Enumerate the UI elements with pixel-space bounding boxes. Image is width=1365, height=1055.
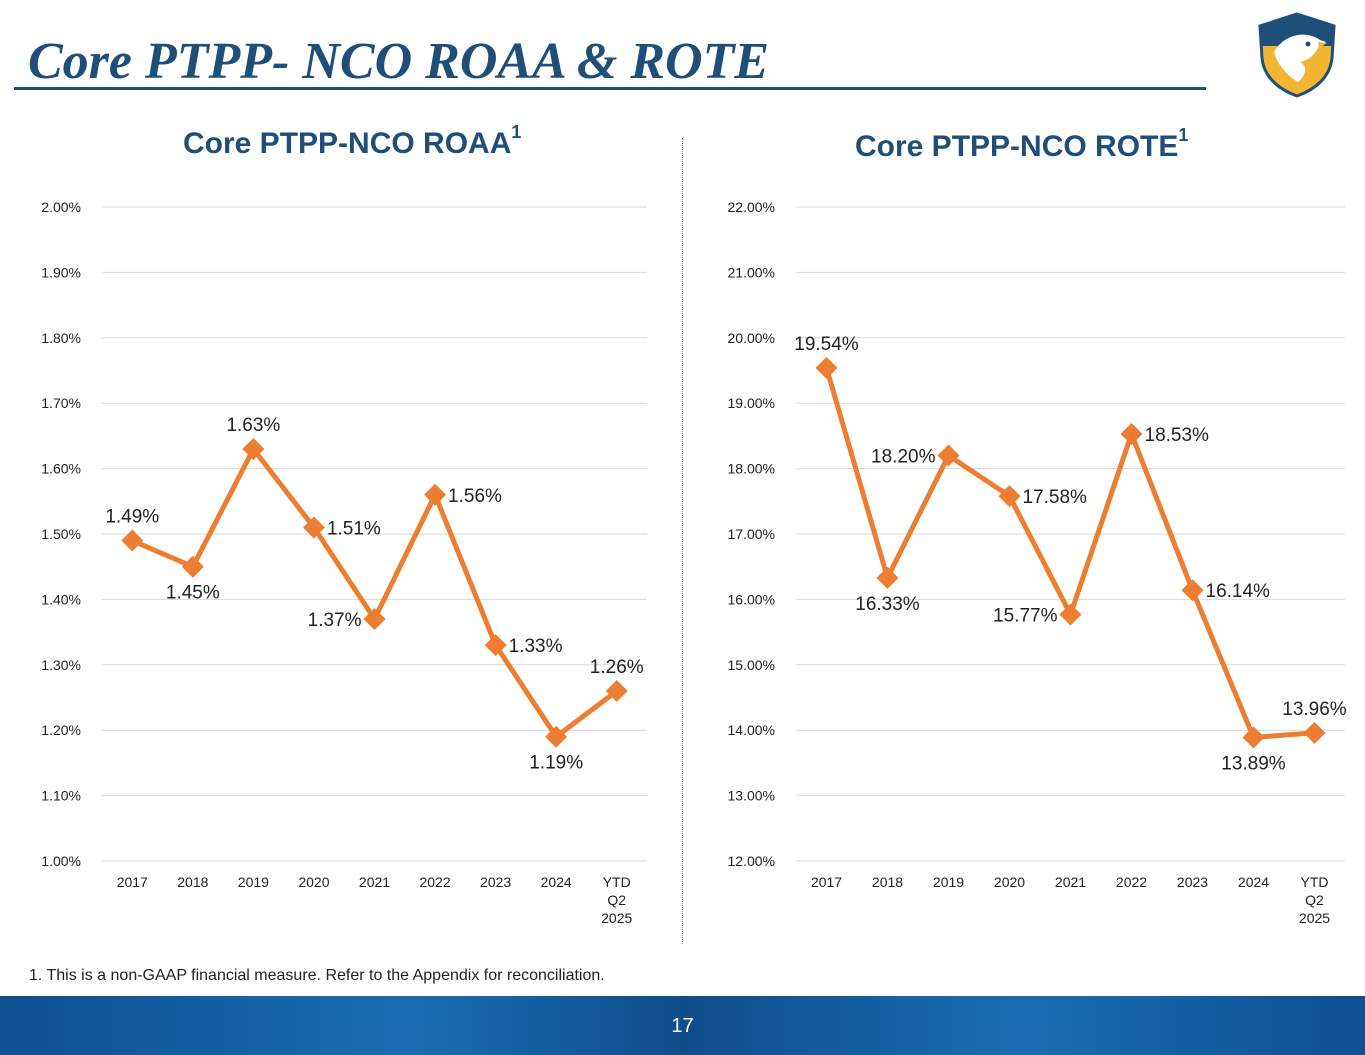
roaa-data-point xyxy=(424,483,447,506)
roaa-y-tick-label: 1.90% xyxy=(41,264,81,280)
roaa-x-tick-label: 2019 xyxy=(238,874,269,890)
rote-x-tick-label: 2025 xyxy=(1299,910,1330,926)
rote-y-tick-label: 21.00% xyxy=(728,264,775,280)
roaa-y-tick-label: 1.10% xyxy=(41,788,81,804)
roaa-x-tick-label: 2024 xyxy=(541,874,572,890)
roaa-data-label: 1.19% xyxy=(529,753,583,774)
rote-data-point xyxy=(1059,603,1082,626)
roaa-x-tick-label: 2022 xyxy=(419,874,450,890)
rote-y-tick-label: 14.00% xyxy=(728,722,775,738)
rote-data-label: 18.20% xyxy=(871,447,936,468)
roaa-data-label: 1.33% xyxy=(509,636,563,657)
rote-data-point xyxy=(1120,422,1143,445)
rote-data-label: 17.58% xyxy=(1023,487,1088,508)
page-number: 17 xyxy=(671,1015,694,1037)
rote-data-label: 13.96% xyxy=(1282,699,1347,720)
roaa-data-point xyxy=(242,437,265,460)
rote-data-label: 16.14% xyxy=(1206,581,1271,602)
roaa-data-point xyxy=(605,679,628,702)
rote-y-tick-label: 12.00% xyxy=(728,853,775,869)
rote-x-tick-label: 2018 xyxy=(872,874,903,890)
roaa-data-point xyxy=(484,634,507,657)
rote-y-tick-label: 22.00% xyxy=(728,199,775,215)
roaa-data-label: 1.63% xyxy=(226,415,280,436)
rote-data-point xyxy=(815,356,838,379)
rote-x-tick-label: YTD xyxy=(1301,874,1329,890)
rote-y-tick-label: 13.00% xyxy=(728,788,775,804)
rote-data-label: 19.54% xyxy=(794,334,859,355)
roaa-line-chart: 1.00% 1.10% 1.20% 1.30% 1.40% 1.50% 1.60% 1.70%… xyxy=(41,199,647,926)
roaa-y-tick-label: 1.70% xyxy=(41,395,81,411)
rote-x-tick-label: 2024 xyxy=(1238,874,1269,890)
rote-data-point xyxy=(876,566,899,589)
title-underline xyxy=(14,87,1206,90)
rote-x-tick-label: 2022 xyxy=(1116,874,1147,890)
rote-data-point xyxy=(1242,726,1265,749)
rote-y-tick-label: 20.00% xyxy=(728,330,775,346)
rote-series-line xyxy=(824,367,1315,740)
rote-x-tick-label: 2023 xyxy=(1177,874,1208,890)
roaa-y-tick-label: 1.40% xyxy=(41,591,81,607)
rote-y-tick-label: 19.00% xyxy=(728,395,775,411)
roaa-x-tick-label: 2017 xyxy=(117,874,148,890)
roaa-data-point xyxy=(181,555,204,578)
roaa-data-point xyxy=(121,529,144,552)
roaa-data-point xyxy=(545,725,568,748)
eagle-shield-icon xyxy=(1258,12,1336,98)
roaa-data-label: 1.37% xyxy=(308,610,362,631)
roaa-y-tick-label: 1.30% xyxy=(41,657,81,673)
roaa-y-tick-label: 2.00% xyxy=(41,199,81,215)
rote-x-tick-label: 2021 xyxy=(1055,874,1086,890)
roaa-y-tick-label: 1.60% xyxy=(41,461,81,477)
footer-band xyxy=(0,996,1365,1055)
rote-y-tick-label: 18.00% xyxy=(728,461,775,477)
rote-line-chart: 12.00% 13.00% 14.00% 15.00% 16.00% 17.00% 18.0… xyxy=(728,199,1347,926)
roaa-x-tick-label: 2021 xyxy=(359,874,390,890)
rote-chart-title-text: Core PTPP-NCO ROTE xyxy=(855,130,1179,163)
roaa-x-tick-label: 2018 xyxy=(177,874,208,890)
roaa-y-tick-label: 1.80% xyxy=(41,330,81,346)
roaa-x-tick-label: 2020 xyxy=(298,874,329,890)
roaa-data-label: 1.26% xyxy=(590,657,644,678)
rote-x-tick-label: 2019 xyxy=(933,874,964,890)
roaa-x-tick-label: Q2 xyxy=(607,892,626,908)
rote-data-point xyxy=(937,444,960,467)
roaa-data-point xyxy=(302,516,325,539)
rote-x-tick-label: 2020 xyxy=(994,874,1025,890)
rote-data-label: 13.89% xyxy=(1221,753,1286,774)
roaa-data-label: 1.51% xyxy=(327,518,381,539)
rote-y-tick-label: 16.00% xyxy=(728,591,775,607)
roaa-chart-title: Core PTPP-NCO ROAA1 xyxy=(183,122,521,161)
roaa-title-footnote-marker: 1 xyxy=(511,122,522,142)
rote-title-footnote-marker: 1 xyxy=(1178,125,1189,145)
rote-data-point xyxy=(1303,721,1326,744)
roaa-data-label: 1.49% xyxy=(105,507,159,528)
rote-y-tick-label: 17.00% xyxy=(728,526,775,542)
rote-chart-title: Core PTPP-NCO ROTE1 xyxy=(855,125,1188,164)
roaa-y-tick-label: 1.00% xyxy=(41,853,81,869)
rote-y-tick-label: 15.00% xyxy=(728,657,775,673)
rote-data-label: 18.53% xyxy=(1145,425,1210,446)
roaa-y-tick-label: 1.20% xyxy=(41,722,81,738)
rote-data-label: 16.33% xyxy=(855,594,920,615)
rote-data-label: 15.77% xyxy=(993,605,1058,626)
footnote: 1. This is a non-GAAP financial measure.… xyxy=(29,967,605,984)
rote-data-point xyxy=(1181,579,1204,602)
roaa-x-tick-label: 2025 xyxy=(601,910,632,926)
roaa-x-tick-label: 2023 xyxy=(480,874,511,890)
roaa-y-tick-label: 1.50% xyxy=(41,526,81,542)
roaa-chart-title-text: Core PTPP-NCO ROAA xyxy=(183,127,512,160)
rote-x-tick-label: 2017 xyxy=(811,874,842,890)
roaa-x-tick-label: YTD xyxy=(603,874,631,890)
roaa-data-label: 1.56% xyxy=(448,486,502,507)
chart-divider xyxy=(682,138,683,944)
roaa-data-label: 1.45% xyxy=(166,583,220,604)
rote-x-tick-label: Q2 xyxy=(1305,892,1324,908)
roaa-data-point xyxy=(363,608,386,631)
page-title: Core PTPP- NCO ROAA & ROTE xyxy=(28,33,770,90)
rote-data-point xyxy=(998,485,1021,508)
